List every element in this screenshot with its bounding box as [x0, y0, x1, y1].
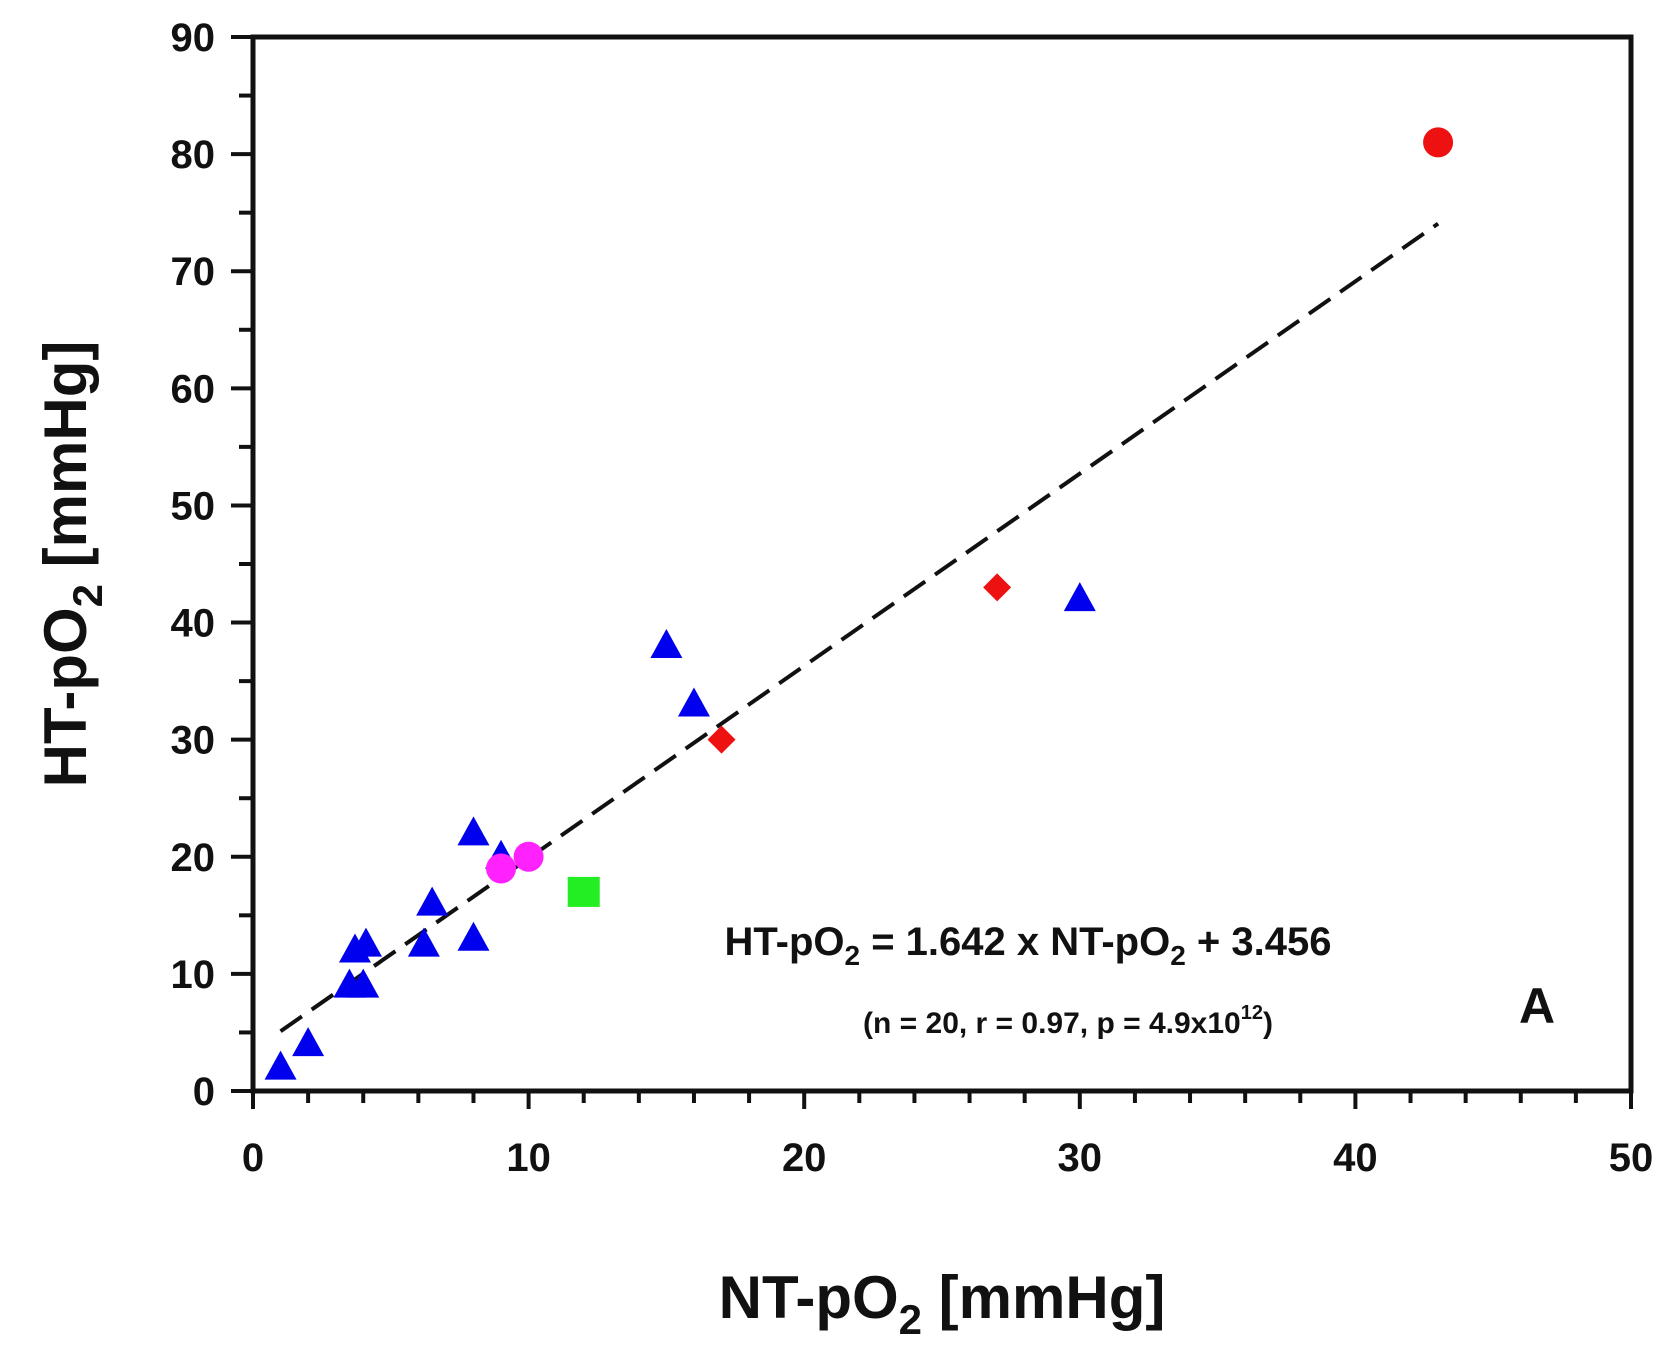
data-point-triangle — [677, 687, 710, 717]
panel-label: A — [1519, 978, 1555, 1034]
y-tick-label: 0 — [193, 1070, 215, 1114]
data-point-triangle — [457, 921, 490, 951]
data-point-triangle — [416, 886, 449, 916]
x-tick-label: 20 — [782, 1136, 827, 1180]
y-tick-label: 60 — [171, 367, 216, 411]
data-point-triangle — [650, 628, 683, 658]
data-point-triangle — [1063, 582, 1096, 612]
x-tick-label: 0 — [242, 1136, 264, 1180]
data-point-triangle — [347, 968, 380, 998]
x-tick-label: 10 — [506, 1136, 551, 1180]
x-tick-label: 30 — [1058, 1136, 1103, 1180]
x-axis-label: NT-pO2 [mmHg] — [719, 1264, 1166, 1343]
y-tick-label: 30 — [171, 719, 216, 763]
y-tick-label: 40 — [171, 602, 216, 646]
data-point-triangle — [292, 1027, 325, 1057]
y-axis-label: HT-pO2 [mmHg] — [32, 341, 111, 788]
equation-text: HT-pO2 = 1.642 x NT-pO2 + 3.456 — [725, 920, 1332, 971]
stats-text: (n = 20, r = 0.97, p = 4.9x1012) — [863, 1002, 1273, 1040]
y-tick-label: 20 — [171, 836, 216, 880]
y-tick-label: 10 — [171, 953, 216, 997]
x-tick-label: 50 — [1609, 1136, 1654, 1180]
x-tick-label: 40 — [1333, 1136, 1378, 1180]
data-point-circle — [486, 853, 517, 884]
data-point-triangle — [264, 1050, 297, 1080]
data-point-triangle — [457, 816, 490, 846]
data-point-triangle — [349, 927, 382, 957]
data-point-triangle — [407, 927, 440, 957]
y-tick-label: 70 — [171, 250, 216, 294]
plot-frame — [250, 34, 1634, 1094]
data-point-square — [567, 876, 600, 907]
data-point-diamond — [983, 573, 1012, 602]
data-point-circle — [1423, 127, 1454, 158]
data-point-diamond — [707, 725, 736, 754]
y-tick-label: 50 — [171, 484, 216, 528]
data-point-circle — [513, 841, 544, 872]
y-tick-label: 80 — [171, 133, 216, 177]
regression-line — [279, 222, 1440, 1033]
y-tick-label: 90 — [171, 16, 216, 60]
